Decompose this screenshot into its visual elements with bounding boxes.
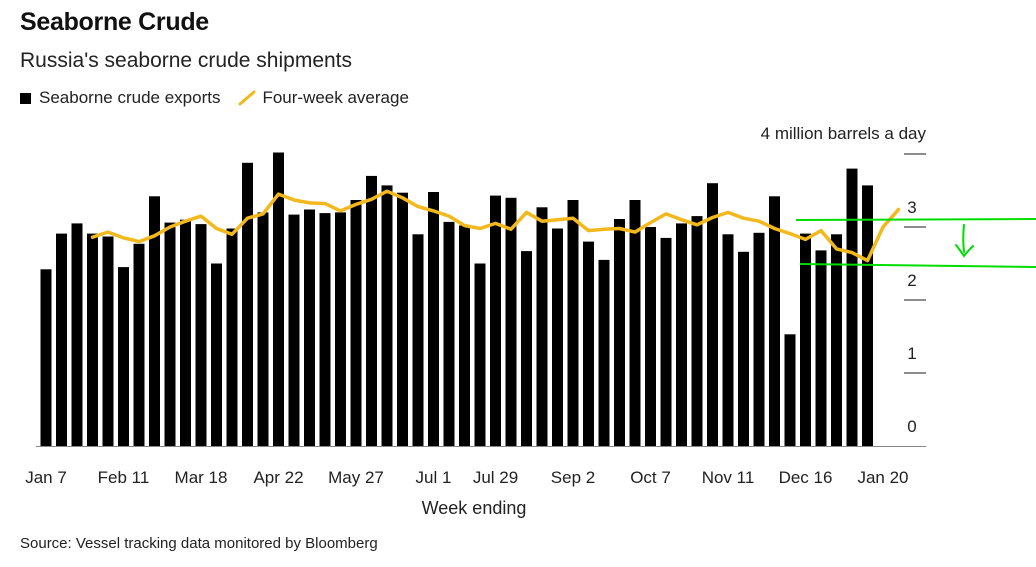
bar-48	[784, 334, 796, 446]
bar-24	[412, 234, 424, 446]
bar-38	[629, 200, 641, 446]
bar-49	[800, 233, 811, 446]
annotation-arrow-icon	[955, 224, 974, 258]
bar-28	[474, 263, 486, 446]
bar-18	[319, 213, 331, 446]
bar-2	[71, 223, 83, 446]
y-axis-labels: 0 1 2 3	[907, 198, 916, 436]
x-axis-title: Week ending	[422, 498, 527, 518]
bar-16	[288, 214, 300, 446]
bar-5	[118, 267, 129, 446]
chart-title: Seaborne Crude	[20, 8, 209, 36]
annotation-line-upper	[795, 218, 1036, 221]
legend-label-average: Four-week average	[262, 88, 409, 107]
legend-bar-swatch	[20, 92, 31, 104]
x-tick-label: Jul 29	[473, 468, 518, 487]
bar-42	[691, 216, 703, 446]
bars	[40, 152, 873, 447]
bar-37	[614, 219, 625, 446]
x-tick-label: Mar 18	[175, 468, 228, 487]
bar-25	[428, 192, 439, 446]
y-tick-label-0: 0	[907, 417, 916, 436]
bar-23	[397, 192, 408, 446]
x-axis-labels: Jan 7 Feb 11 Mar 18 Apr 22 May 27 Jul 1 Jul 29…	[25, 468, 908, 487]
y-tick-label-2: 2	[907, 271, 916, 290]
bar-51	[831, 234, 842, 446]
y-tick-label-3: 3	[907, 198, 916, 217]
bar-8	[164, 222, 176, 446]
bar-0	[40, 269, 52, 446]
unit-label: 4 million barrels a day	[761, 124, 927, 143]
bar-4	[102, 236, 114, 446]
bar-47	[769, 196, 780, 446]
bar-45	[738, 251, 749, 446]
bar-27	[459, 225, 470, 446]
y-tick-label-1: 1	[907, 344, 916, 363]
x-tick-label: Feb 11	[98, 468, 150, 487]
bar-21	[366, 175, 377, 446]
x-tick-label: Jan 20	[857, 468, 908, 487]
bar-29	[490, 195, 501, 446]
bar-44	[722, 234, 734, 446]
bar-19	[335, 212, 346, 446]
bar-26	[443, 221, 455, 446]
x-tick-label: Nov 11	[702, 468, 755, 487]
bar-9	[180, 219, 191, 446]
bar-7	[149, 196, 160, 446]
x-tick-label: May 27	[328, 468, 384, 487]
x-tick-label: Sep 2	[551, 468, 595, 487]
x-tick-label: Dec 16	[779, 468, 833, 487]
x-tick-label: Jul 1	[416, 468, 452, 487]
bar-46	[753, 232, 765, 446]
bar-35	[583, 241, 594, 446]
chart-subtitle: Russia's seaborne crude shipments	[20, 49, 353, 72]
bar-17	[304, 209, 315, 446]
bar-1	[56, 233, 67, 446]
bar-43	[707, 183, 718, 446]
x-tick-label: Oct 7	[630, 468, 671, 487]
bar-32	[536, 207, 548, 446]
bar-40	[660, 237, 672, 446]
bar-53	[862, 185, 873, 446]
bar-50	[815, 250, 827, 446]
bar-41	[676, 223, 687, 446]
bar-15	[273, 152, 284, 446]
bar-30	[505, 197, 517, 446]
bar-34	[567, 200, 579, 446]
bar-31	[521, 251, 532, 446]
bar-39	[645, 227, 656, 446]
legend-line-swatch	[238, 90, 256, 106]
bar-33	[552, 228, 563, 446]
x-tick-label: Apr 22	[253, 468, 303, 487]
bar-10	[195, 224, 207, 446]
bar-36	[598, 259, 610, 446]
legend-label-exports: Seaborne crude exports	[39, 88, 221, 107]
x-tick-label: Jan 7	[25, 468, 67, 487]
legend-item-average: Four-week average	[238, 88, 409, 108]
bar-11	[211, 263, 222, 446]
gridlines	[36, 153, 926, 447]
bar-3	[87, 233, 98, 446]
bar-22	[381, 185, 393, 446]
bar-13	[242, 162, 253, 447]
source-note: Source: Vessel tracking data monitored b…	[20, 535, 378, 552]
annotation-line-lower	[799, 263, 1036, 268]
bar-20	[350, 200, 362, 446]
legend-item-exports: Seaborne crude exports	[20, 88, 220, 108]
hand-drawn-annotation	[795, 218, 1036, 268]
bar-6	[133, 243, 145, 446]
four-week-average-line	[90, 189, 901, 263]
bar-14	[257, 212, 269, 446]
bar-52	[846, 168, 858, 446]
bar-12	[226, 228, 238, 446]
chart-legend: Seaborne crude exports Four-week average	[20, 88, 427, 108]
